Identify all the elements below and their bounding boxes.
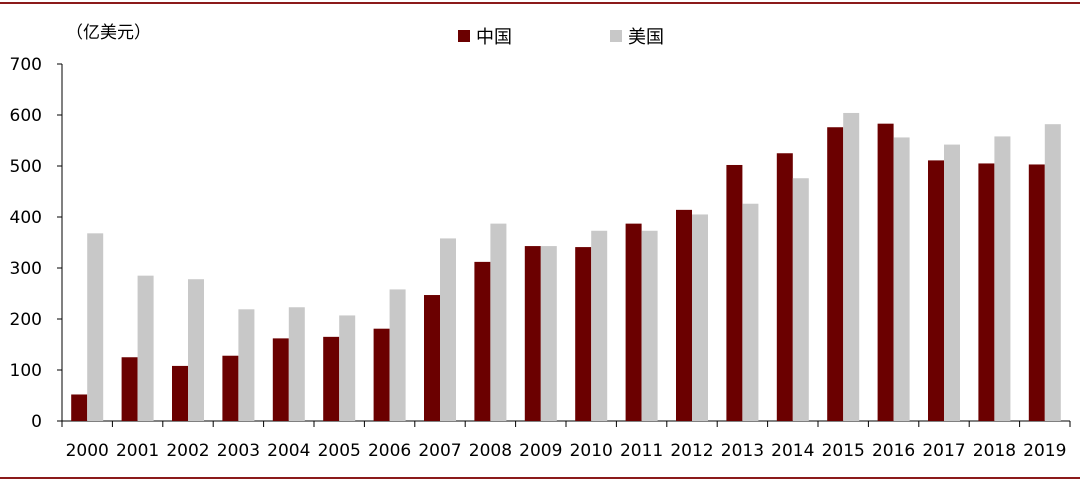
legend-swatch-usa: [610, 30, 622, 42]
x-axis: 2000 2001 2002 2003 2004 2005 2006 2007 2008 2009…: [61, 420, 1071, 461]
bar-china-2008: [474, 261, 491, 421]
bar-china-2018: [978, 163, 995, 421]
bar-china-2016: [877, 123, 894, 422]
x-tick-label: 2010: [570, 441, 613, 461]
bar-china-2002: [172, 365, 188, 421]
bar-china-2000: [71, 394, 88, 421]
x-tick-label: 2018: [973, 441, 1016, 461]
bar-usa-2012: [692, 214, 708, 421]
x-tick-label: 2012: [670, 441, 713, 461]
bar-usa-2002: [188, 279, 204, 421]
y-tick-label: 400: [10, 208, 42, 228]
bar-china-2017: [928, 160, 944, 421]
x-tick-label: 2009: [519, 441, 562, 461]
x-tick-label: 2000: [66, 441, 109, 461]
y-tick-label: 100: [10, 361, 42, 381]
bar-usa-2001: [137, 275, 154, 421]
x-tick-label: 2008: [469, 441, 512, 461]
bar-china-2003: [222, 355, 239, 421]
x-tick-label: 2004: [267, 441, 310, 461]
x-tick-label: 2005: [318, 441, 361, 461]
bar-usa-2014: [792, 178, 809, 421]
bar-usa-2007: [440, 238, 456, 421]
x-tick-label: 2003: [217, 441, 260, 461]
bar-china-2001: [121, 357, 138, 421]
y-axis-unit-label: （亿美元）: [66, 23, 151, 43]
legend-label-usa: 美国: [628, 27, 664, 48]
bars: [71, 112, 1061, 422]
y-tick-label: 200: [10, 310, 42, 330]
bar-china-2019: [1028, 164, 1045, 421]
bar-china-2011: [625, 223, 642, 421]
x-tick-label: 2019: [1023, 441, 1066, 461]
bar-china-2010: [575, 247, 592, 421]
legend: 中国 美国: [458, 27, 664, 48]
y-tick-label: 500: [10, 157, 42, 177]
x-tick-label: 2013: [721, 441, 764, 461]
y-tick-label: 0: [31, 412, 42, 432]
bar-china-2013: [726, 164, 743, 422]
bar-china-2005: [323, 336, 340, 421]
y-axis: 0 100 200 300 400 500 600 700: [10, 55, 63, 432]
x-tick-label: 2011: [620, 441, 663, 461]
x-tick-label: 2002: [166, 441, 209, 461]
x-tick-label: 2017: [922, 441, 965, 461]
bar-china-2009: [524, 246, 541, 421]
y-tick-label: 300: [10, 259, 42, 279]
bar-china-2014: [776, 153, 793, 421]
bar-usa-2005: [339, 315, 356, 421]
bar-usa-2006: [389, 289, 406, 421]
x-tick-label: 2001: [116, 441, 159, 461]
bar-usa-2003: [238, 309, 255, 421]
bar-usa-2015: [843, 112, 860, 422]
bar-usa-2004: [288, 307, 305, 421]
x-tick-label: 2016: [872, 441, 915, 461]
x-tick-label: 2006: [368, 441, 411, 461]
bar-usa-2009: [540, 246, 557, 421]
bar-china-2006: [373, 328, 390, 421]
bar-usa-2018: [994, 136, 1011, 422]
bar-china-2012: [676, 209, 692, 421]
bar-usa-2017: [944, 144, 960, 421]
bar-china-2004: [272, 338, 289, 421]
legend-label-china: 中国: [476, 27, 512, 48]
bar-usa-2010: [591, 230, 608, 421]
bar-china-2007: [424, 295, 440, 421]
y-tick-label: 600: [10, 106, 42, 126]
top-rule: [0, 2, 1080, 4]
bar-usa-2008: [490, 223, 507, 421]
bar-usa-2019: [1044, 124, 1061, 422]
bottom-rule: [0, 477, 1080, 479]
y-tick-label: 700: [10, 55, 42, 75]
bar-usa-2016: [893, 137, 910, 421]
legend-swatch-china: [458, 30, 470, 42]
x-tick-label: 2007: [418, 441, 461, 461]
bar-usa-2000: [87, 233, 104, 421]
x-tick-label: 2014: [771, 441, 814, 461]
bar-china-2015: [827, 127, 844, 422]
x-tick-label: 2015: [822, 441, 865, 461]
bar-usa-2013: [742, 203, 759, 421]
bar-usa-2011: [641, 230, 658, 421]
